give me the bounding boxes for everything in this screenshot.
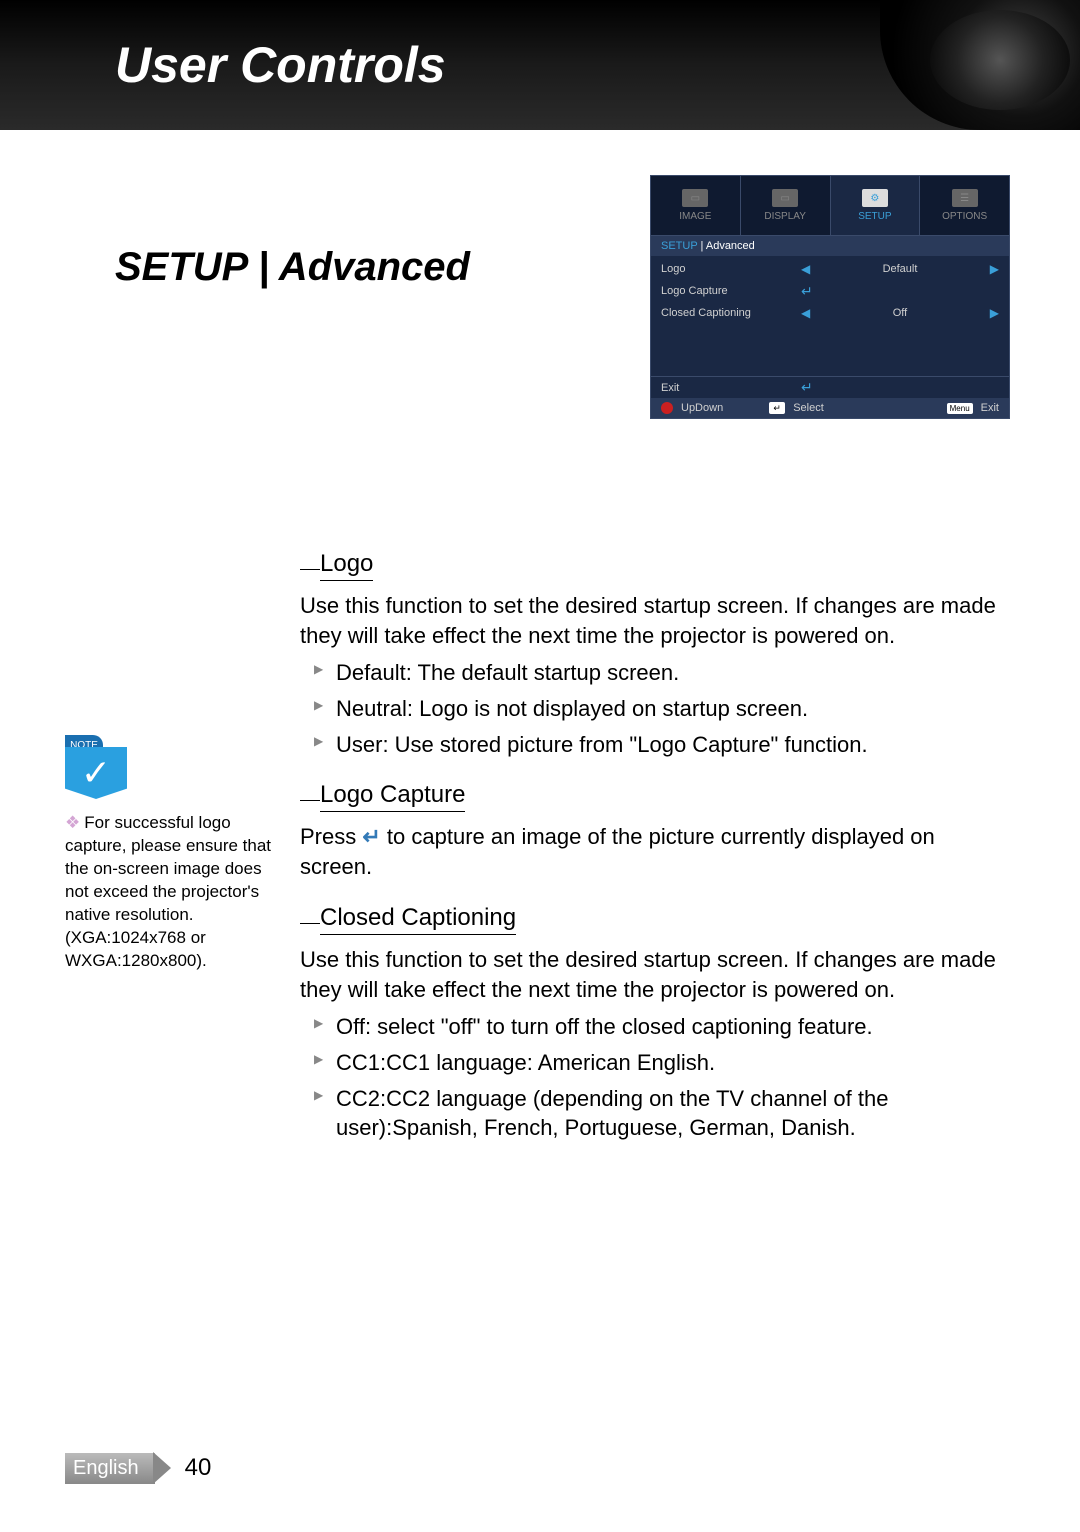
enter-icon: ↵ [362, 824, 380, 849]
breadcrumb-a: SETUP [661, 240, 697, 252]
list-item: CC2:CC2 language (depending on the TV ch… [300, 1084, 1010, 1143]
osd-menu: ▭ IMAGE ▭ DISPLAY ⚙ SETUP ☰ OPTIONS SETU… [650, 175, 1010, 419]
list-item: User: Use stored picture from "Logo Capt… [300, 730, 1010, 760]
left-arrow-icon[interactable]: ◀ [801, 262, 810, 276]
footer-arrow-icon [155, 1452, 181, 1484]
osd-rows: Logo ◀ Default ▶ Logo Capture ↵ Closed C… [651, 256, 1009, 376]
osd-tab-label: IMAGE [679, 211, 711, 222]
checkmark-icon: ✓ [65, 747, 127, 799]
breadcrumb-sep: | [697, 240, 705, 252]
list-item: CC1:CC1 language: American English. [300, 1048, 1010, 1078]
header-title: User Controls [115, 36, 446, 94]
subsection-logo-capture: Logo Capture Press ↵ to capture an image… [300, 781, 1010, 881]
osd-tab-label: DISPLAY [764, 211, 806, 222]
osd-tab-label: SETUP [858, 211, 891, 222]
osd-row-value: Default [810, 263, 990, 275]
note-icon: NOTE ✓ [65, 735, 130, 800]
sub-title: Logo [320, 550, 373, 581]
osd-row-label: Logo Capture [661, 285, 801, 297]
main-content: Logo Use this function to set the desire… [300, 550, 1010, 1165]
sub-title-line [300, 781, 320, 801]
footer-language: English [65, 1453, 155, 1484]
osd-footer-select: Select [793, 402, 824, 414]
note-bullet-icon: ❖ [65, 813, 80, 832]
osd-footer-exit: Exit [981, 402, 999, 414]
image-icon: ▭ [682, 189, 708, 207]
sub-body: Press ↵ to capture an image of the pictu… [300, 822, 1010, 881]
osd-tab-options[interactable]: ☰ OPTIONS [920, 176, 1009, 235]
enter-key-icon: ↵ [769, 402, 785, 414]
setup-icon: ⚙ [862, 189, 888, 207]
osd-row-cc[interactable]: Closed Captioning ◀ Off ▶ [651, 302, 1009, 324]
body-b: to capture an image of the picture curre… [300, 824, 935, 879]
osd-row-label: Closed Captioning [661, 307, 801, 319]
note-text-body: For successful logo capture, please ensu… [65, 813, 271, 970]
menu-key-icon: Menu [947, 403, 973, 414]
osd-footer: UpDown ↵ Select Menu Exit [651, 398, 1009, 418]
sub-title-wrap: Logo Capture [300, 781, 1010, 812]
osd-tab-image[interactable]: ▭ IMAGE [651, 176, 741, 235]
header-band: User Controls [0, 0, 1080, 130]
sub-title-line [300, 904, 320, 924]
right-arrow-icon[interactable]: ▶ [990, 262, 999, 276]
osd-row-ctrl: ◀ Off ▶ [801, 306, 999, 320]
osd-exit-label: Exit [661, 382, 801, 394]
breadcrumb-b: Advanced [706, 240, 755, 252]
sub-title: Closed Captioning [320, 904, 516, 935]
osd-tabs: ▭ IMAGE ▭ DISPLAY ⚙ SETUP ☰ OPTIONS [651, 176, 1009, 236]
osd-exit-row[interactable]: Exit ↵ [651, 376, 1009, 398]
sub-body: Use this function to set the desired sta… [300, 945, 1010, 1004]
subsection-logo: Logo Use this function to set the desire… [300, 550, 1010, 759]
body-a: Press [300, 824, 362, 849]
display-icon: ▭ [772, 189, 798, 207]
osd-breadcrumb: SETUP | Advanced [651, 236, 1009, 256]
note-box: NOTE ✓ ❖For successful logo capture, ple… [65, 735, 275, 973]
sub-title-wrap: Closed Captioning [300, 904, 1010, 935]
list-item: Off: select "off" to turn off the closed… [300, 1012, 1010, 1042]
sub-title-line [300, 550, 320, 570]
enter-icon: ↵ [801, 283, 813, 300]
subsection-closed-captioning: Closed Captioning Use this function to s… [300, 904, 1010, 1143]
osd-row-logo-capture[interactable]: Logo Capture ↵ [651, 280, 1009, 302]
list-item: Neutral: Logo is not displayed on startu… [300, 694, 1010, 724]
osd-footer-updown: UpDown [681, 402, 723, 414]
sub-body: Use this function to set the desired sta… [300, 591, 1010, 650]
osd-tab-setup[interactable]: ⚙ SETUP [831, 176, 921, 235]
options-icon: ☰ [952, 189, 978, 207]
osd-row-label: Logo [661, 263, 801, 275]
enter-icon: ↵ [801, 379, 813, 396]
sub-title-wrap: Logo [300, 550, 1010, 581]
right-arrow-icon[interactable]: ▶ [990, 306, 999, 320]
osd-tab-display[interactable]: ▭ DISPLAY [741, 176, 831, 235]
list-item: Default: The default startup screen. [300, 658, 1010, 688]
left-arrow-icon[interactable]: ◀ [801, 306, 810, 320]
osd-row-value: Off [810, 307, 990, 319]
red-key-icon [661, 402, 673, 414]
sub-title: Logo Capture [320, 781, 465, 812]
lens-graphic [880, 0, 1080, 130]
logo-bullets: Default: The default startup screen. Neu… [300, 658, 1010, 759]
osd-row-ctrl: ↵ [801, 283, 999, 300]
note-text: ❖For successful logo capture, please ens… [65, 812, 275, 973]
osd-tab-label: OPTIONS [942, 211, 987, 222]
page-footer: English 40 [65, 1452, 211, 1484]
lens-inner [930, 10, 1070, 110]
osd-row-logo[interactable]: Logo ◀ Default ▶ [651, 258, 1009, 280]
osd-row-ctrl: ◀ Default ▶ [801, 262, 999, 276]
cc-bullets: Off: select "off" to turn off the closed… [300, 1012, 1010, 1143]
page-number: 40 [185, 1454, 212, 1482]
